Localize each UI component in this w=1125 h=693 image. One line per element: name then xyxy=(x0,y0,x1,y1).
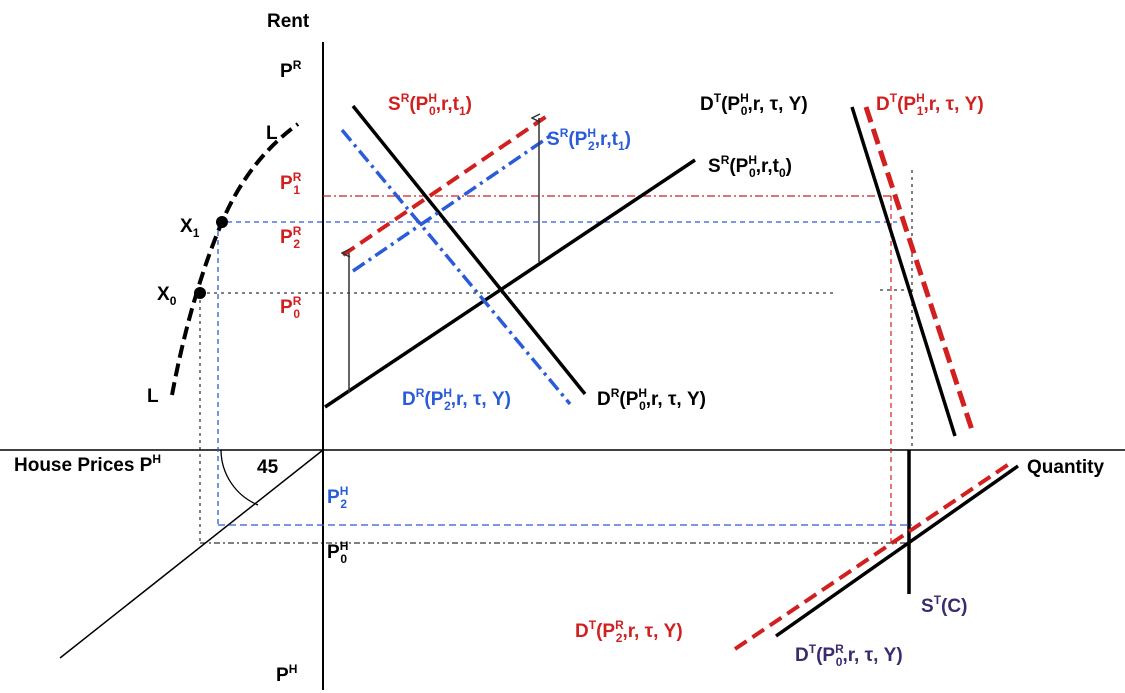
x0-label: X0 xyxy=(157,284,177,308)
dt-ph1-label: DT(PH 1,r, τ, Y) xyxy=(876,91,984,118)
dr-ph2-label: DR(PH 2,r, τ, Y) xyxy=(402,386,511,413)
sr-ph0-t1-line xyxy=(341,114,549,257)
angle-label: 45 xyxy=(257,457,279,478)
pr-top-label: PR xyxy=(280,58,302,82)
point-x1 xyxy=(216,216,228,228)
angle-arc xyxy=(220,449,259,506)
ph2-label: PH 2 xyxy=(327,484,348,511)
dt-ph0-line xyxy=(850,106,957,437)
ph0-label: PH 0 xyxy=(327,539,348,566)
dt-pr0-label: DT(PR 0,r, τ, Y) xyxy=(795,642,903,669)
dt-pr2-label: DT(PR 2,r, τ, Y) xyxy=(575,618,683,645)
sr-ph0-t0-label: SR(PH 0,r,t0) xyxy=(708,153,792,180)
pr1-label: PR 1 xyxy=(280,170,302,197)
dr-ph0-line xyxy=(351,104,587,396)
pr0-label: PR 0 xyxy=(280,294,302,321)
x1-label: X1 xyxy=(180,216,200,240)
forty-five-degree-line xyxy=(59,449,324,659)
quantity-label: Quantity xyxy=(1027,457,1104,478)
st-c-label: ST(C) xyxy=(921,593,967,617)
dr-ph0-label: DR(PH 0,r, τ, Y) xyxy=(597,386,706,413)
dt-ph0-label: DT(PH 0,r, τ, Y) xyxy=(700,91,808,118)
l-curve xyxy=(170,122,300,396)
dr-ph2-line xyxy=(340,128,572,406)
sr-ph0-t0-line xyxy=(324,158,696,409)
point-x0 xyxy=(194,287,206,299)
dt-ph1-line xyxy=(863,106,975,431)
pr2-label: PR 2 xyxy=(280,224,302,251)
rent-label: Rent xyxy=(267,11,310,32)
sr-ph0-t1-label: SR(PH 0,r,t1) xyxy=(388,91,472,118)
sr-ph2-t1-label: SR(PH 2,r,t1) xyxy=(547,126,631,153)
curve-label-bottom: L xyxy=(147,386,159,407)
curve-label-top: L xyxy=(266,123,278,144)
dt-pr2-line xyxy=(733,460,1014,651)
dt-pr0-line xyxy=(774,464,1020,638)
house-prices-label: House Prices PH xyxy=(14,452,161,476)
sr-ph2-t1-line xyxy=(352,132,554,273)
ph-bottom-label: PH xyxy=(276,662,297,686)
